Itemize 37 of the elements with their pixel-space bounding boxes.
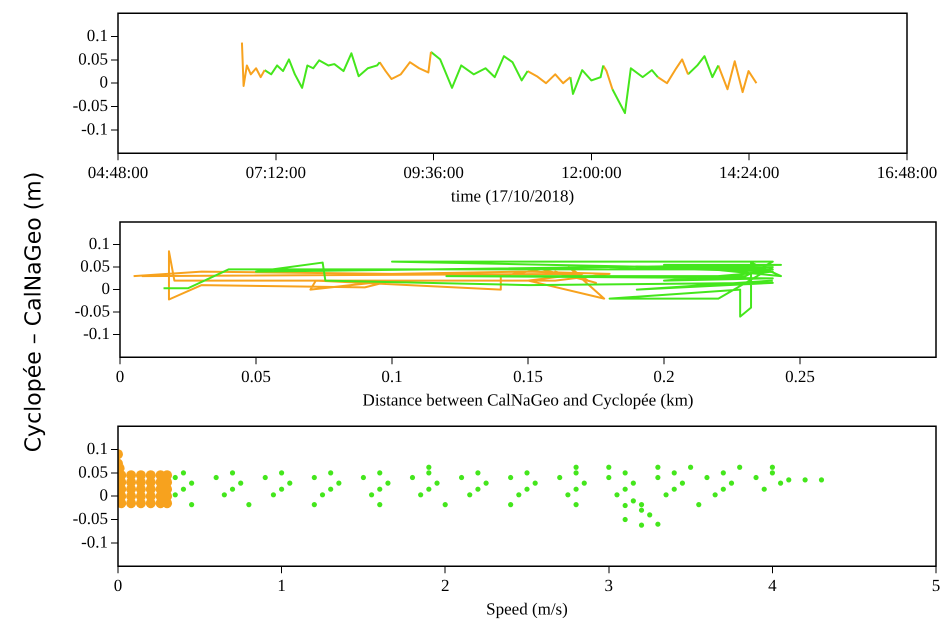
- x-tick-label: 5: [932, 576, 940, 595]
- x-tick-label: 12:00:00: [561, 162, 622, 182]
- x-tick-label: 07:12:00: [246, 162, 306, 182]
- y-tick-label: 0: [102, 279, 110, 298]
- x-tick-label: 0.15: [513, 366, 543, 386]
- x-tick-label: 3: [604, 576, 614, 595]
- y-tick-label: -0.05: [72, 96, 108, 115]
- y-tick-label: 0.1: [88, 234, 110, 253]
- y-tick-label: 0.1: [86, 439, 108, 458]
- x-tick-label: 4: [768, 576, 778, 595]
- y-tick-label: 0: [100, 72, 108, 92]
- x-tick-label: 0: [114, 576, 122, 595]
- y-tick-label: -0.1: [81, 532, 108, 552]
- x-tick-label: 16:48:00: [876, 162, 938, 182]
- x-tick-label: 14:24:00: [718, 162, 780, 182]
- x-tick-label: 2: [440, 576, 450, 595]
- y-tick-label: 0.1: [86, 26, 108, 45]
- y-axis-title: Cyclopée – CalNaGeo (m): [22, 172, 46, 452]
- x-tick-label: 0.05: [241, 366, 271, 386]
- y-tick-label: 0.05: [78, 462, 108, 482]
- x-axis-title: time (17/10/2018): [450, 186, 574, 206]
- y-tick-label: -0.05: [74, 302, 110, 321]
- x-tick-label: 1: [277, 576, 286, 595]
- y-tick-label: 0.05: [78, 49, 108, 68]
- x-axis-title: Speed (m/s): [486, 599, 568, 618]
- x-tick-label: 0.1: [381, 366, 403, 386]
- x-axis-title: Distance between CalNaGeo and Cyclopée (km): [362, 390, 694, 410]
- y-tick-label: 0: [100, 486, 108, 505]
- x-tick-label: 0.2: [653, 366, 675, 386]
- y-tick-label: -0.05: [72, 509, 108, 528]
- x-tick-label: 0.25: [785, 366, 815, 386]
- x-tick-label: 0: [116, 366, 124, 386]
- y-tick-label: -0.1: [81, 119, 108, 138]
- y-tick-label: 0.05: [80, 256, 110, 276]
- x-tick-label: 04:48:00: [88, 162, 148, 182]
- y-tick-label: -0.1: [83, 324, 110, 344]
- x-tick-label: 09:36:00: [403, 162, 464, 182]
